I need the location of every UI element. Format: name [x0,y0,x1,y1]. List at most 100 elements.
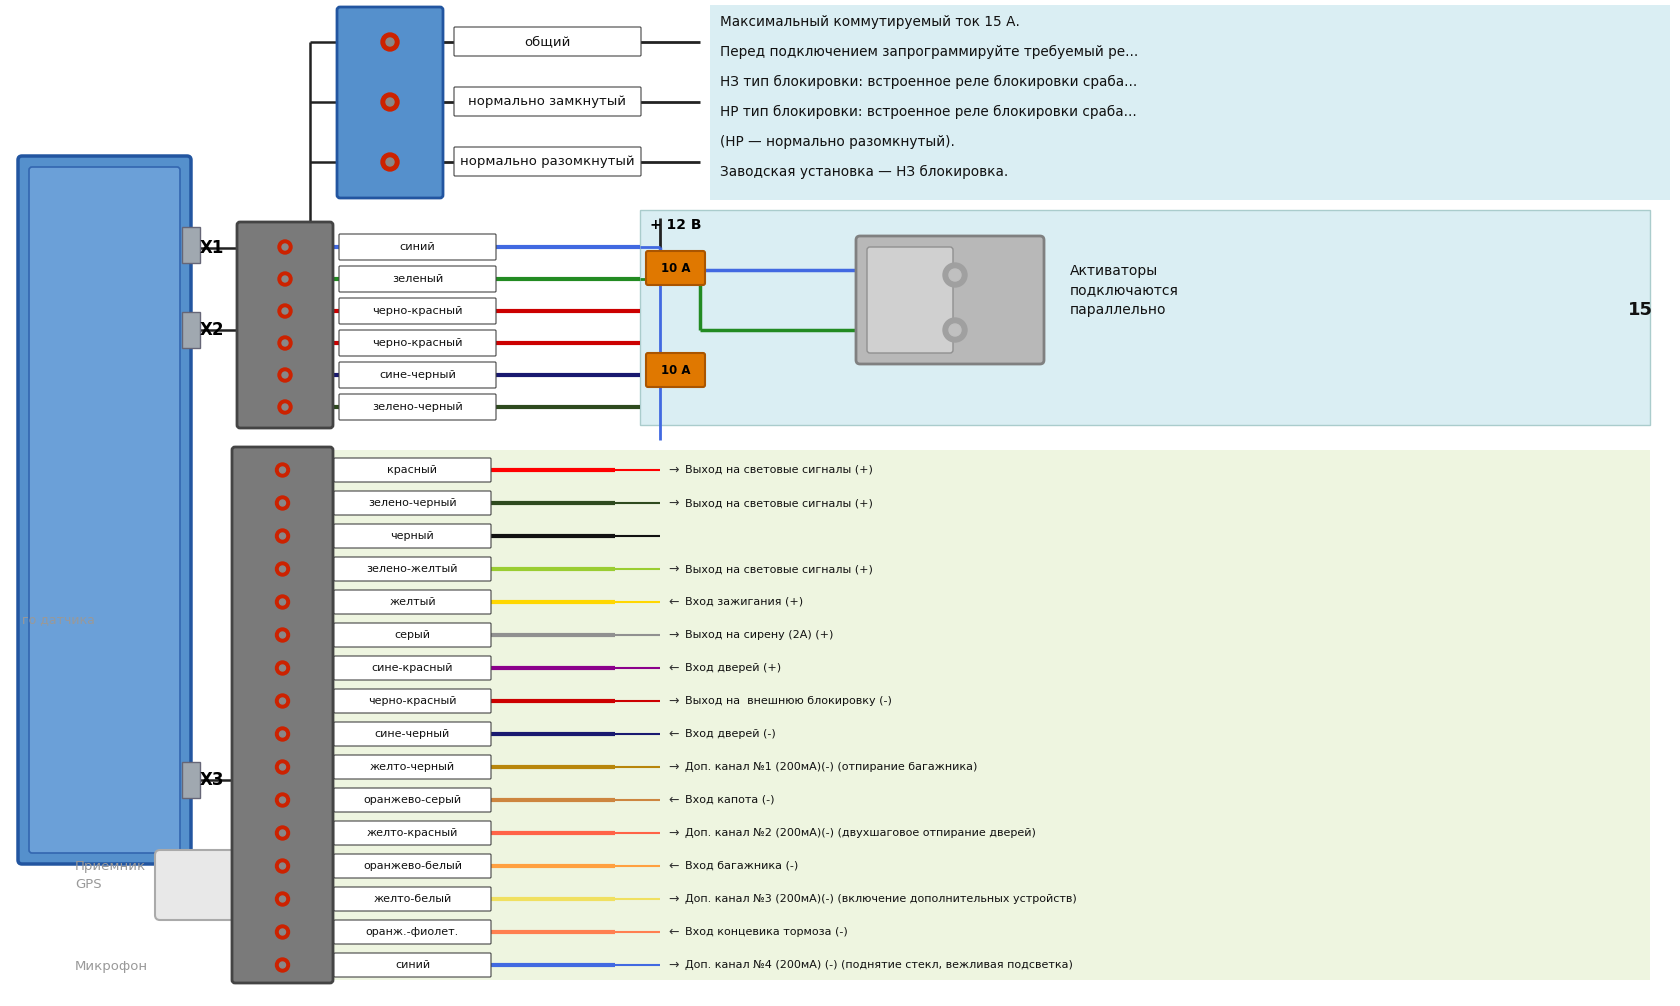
Circle shape [276,727,289,741]
Text: Выход на световые сигналы (+): Выход на световые сигналы (+) [684,564,872,574]
Circle shape [282,244,287,250]
FancyBboxPatch shape [645,252,704,285]
Text: Максимальный коммутируемый ток 15 А.: Максимальный коммутируемый ток 15 А. [719,15,1020,29]
Circle shape [277,304,292,318]
Text: общий: общий [524,35,570,48]
Text: ←: ← [667,859,679,872]
FancyBboxPatch shape [336,7,444,198]
Text: красный: красный [388,465,437,475]
Bar [181,227,200,263]
Text: Доп. канал №4 (200мА) (-) (поднятие стекл, вежливая подсветка): Доп. канал №4 (200мА) (-) (поднятие стек… [684,960,1072,970]
Text: оранж.-фиолет.: оранж.-фиолет. [366,927,459,937]
Circle shape [276,496,289,510]
Text: желто-красный: желто-красный [366,828,459,838]
Text: черно-красный: черно-красный [371,338,462,348]
Text: ←: ← [667,794,679,807]
Circle shape [282,308,287,314]
Text: Выход на  внешнюю блокировку (-): Выход на внешнюю блокировку (-) [684,696,892,706]
Circle shape [276,793,289,807]
Circle shape [279,863,286,869]
Circle shape [276,925,289,939]
Text: →: → [667,629,679,642]
Circle shape [282,340,287,346]
Text: →: → [667,761,679,774]
Circle shape [276,562,289,576]
Circle shape [381,33,398,51]
Bar [181,312,200,348]
Text: (НР — нормально разомкнутый).: (НР — нормально разомкнутый). [719,135,954,149]
Text: 10 А: 10 А [660,262,690,275]
Text: Доп. канал №3 (200мА)(-) (включение дополнительных устройств): Доп. канал №3 (200мА)(-) (включение допо… [684,894,1077,904]
FancyBboxPatch shape [29,167,180,853]
FancyBboxPatch shape [334,887,491,911]
FancyBboxPatch shape [339,298,496,324]
FancyBboxPatch shape [334,689,491,713]
FancyBboxPatch shape [339,394,496,420]
Text: черно-красный: черно-красный [371,306,462,316]
Circle shape [276,694,289,708]
Text: Приемник
GPS: Приемник GPS [76,860,146,891]
Text: →: → [667,892,679,905]
Circle shape [276,595,289,609]
Circle shape [279,566,286,572]
FancyBboxPatch shape [339,330,496,356]
Text: →: → [667,497,679,509]
FancyBboxPatch shape [334,590,491,614]
Circle shape [277,368,292,382]
Text: нормально разомкнутый: нормально разомкнутый [460,155,635,168]
Circle shape [277,272,292,286]
Text: →: → [667,827,679,839]
FancyBboxPatch shape [855,236,1043,364]
Text: синий: синий [400,242,435,252]
Circle shape [279,599,286,605]
Bar [181,762,200,798]
FancyBboxPatch shape [334,854,491,878]
Circle shape [279,731,286,737]
Bar [640,210,1650,425]
Text: Выход на световые сигналы (+): Выход на световые сигналы (+) [684,498,872,508]
Text: Доп. канал №2 (200мА)(-) (двухшаговое отпирание дверей): Доп. канал №2 (200мА)(-) (двухшаговое от… [684,828,1035,838]
Circle shape [282,404,287,410]
Text: →: → [667,959,679,972]
FancyBboxPatch shape [334,557,491,581]
Text: оранжево-белый: оранжево-белый [363,861,462,871]
FancyBboxPatch shape [334,623,491,647]
Text: черный: черный [390,531,433,541]
Text: го датчика: го датчика [22,614,94,627]
Circle shape [386,98,393,106]
Text: 10 А: 10 А [660,363,690,376]
Text: сине-черный: сине-черный [378,370,455,380]
Text: Заводская установка — НЗ блокировка.: Заводская установка — НЗ блокировка. [719,165,1008,179]
Text: синий: синий [395,960,430,970]
Text: Микрофон: Микрофон [76,960,148,973]
Circle shape [381,153,398,171]
FancyBboxPatch shape [155,850,255,920]
Text: X2: X2 [200,321,225,339]
Circle shape [276,760,289,774]
FancyBboxPatch shape [18,156,192,864]
FancyBboxPatch shape [454,87,640,116]
Circle shape [949,269,961,281]
Text: Вход багажника (-): Вход багажника (-) [684,861,798,871]
Text: НЗ тип блокировки: встроенное реле блокировки сраба...: НЗ тип блокировки: встроенное реле блоки… [719,75,1137,90]
FancyBboxPatch shape [454,27,640,56]
Text: серый: серый [395,630,430,640]
Text: Вход капота (-): Вход капота (-) [684,795,774,805]
Circle shape [276,958,289,972]
Text: сине-красный: сине-красный [371,663,454,673]
Circle shape [276,892,289,906]
Text: Выход на световые сигналы (+): Выход на световые сигналы (+) [684,465,872,475]
FancyBboxPatch shape [334,722,491,746]
Circle shape [279,830,286,836]
Circle shape [949,324,961,336]
Text: сине-черный: сине-черный [375,729,450,739]
Circle shape [279,467,286,473]
Text: Доп. канал №1 (200мА)(-) (отпирание багажника): Доп. канал №1 (200мА)(-) (отпирание бага… [684,762,976,772]
FancyBboxPatch shape [867,247,953,353]
Text: Вход зажигания (+): Вход зажигания (+) [684,597,803,607]
Text: X1: X1 [200,239,223,257]
FancyBboxPatch shape [334,491,491,515]
Text: зелено-черный: зелено-черный [371,402,462,412]
Circle shape [279,500,286,506]
Circle shape [381,93,398,111]
